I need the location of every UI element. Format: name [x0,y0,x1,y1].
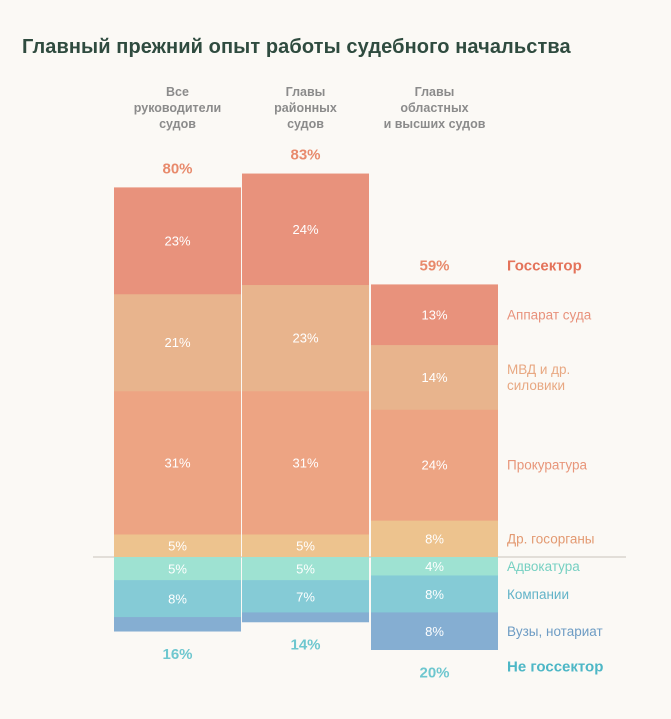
segment-value-label: 21% [164,335,190,350]
gos-segment [371,409,498,521]
category-label: МВД и др. [507,362,570,377]
nongos-segment [371,557,498,577]
gos-total-label: 83% [290,147,320,164]
gos-group-label: Госсектор [507,257,582,274]
segment-value-label: 13% [421,307,447,322]
segment-value-label: 8% [425,532,444,547]
nongos-total-label: 14% [290,637,320,654]
column-header-line: руководители [134,101,221,115]
gos-total-label: 59% [419,257,449,274]
nongos-segment [371,612,498,650]
nongos-total-label: 20% [419,664,449,681]
gos-segment [114,187,241,295]
category-label: Компании [507,587,569,602]
category-label: Др. госорганы [507,532,595,547]
segment-value-label: 8% [425,587,444,602]
segment-value-label: 23% [292,331,318,346]
category-label: силовики [507,378,565,393]
gos-segment [114,293,241,392]
nongos-segment [242,557,369,581]
segment-value-label: 24% [292,222,318,237]
nongos-segment [371,575,498,614]
segment-value-label: 5% [296,538,315,553]
segment-value-label: 8% [168,592,187,607]
category-label: Аппарат суда [507,307,592,322]
gos-total-label: 80% [162,160,192,177]
gos-segment [371,520,498,558]
nongos-segment [114,580,241,618]
category-label: Вузы, нотариат [507,624,603,639]
segment-value-label: 31% [164,455,190,470]
segment-value-label: 4% [425,559,444,574]
segment-value-label: 8% [425,624,444,639]
column-header-line: Главы [415,85,455,99]
category-label: Прокуратура [507,458,588,473]
segment-value-label: 5% [168,538,187,553]
segment-value-label: 23% [164,234,190,249]
gos-segment [242,533,369,558]
category-label: Адвокатура [507,559,580,574]
nongos-segment [114,617,241,632]
segment-value-label: 5% [168,562,187,577]
column-header-line: Главы [286,85,326,99]
column-header-line: Все [166,85,189,99]
nongos-group-label: Не госсектор [507,658,603,675]
column-header-line: и высших судов [384,117,486,131]
gos-segment [242,390,369,535]
segment-value-label: 24% [421,458,447,473]
segment-value-label: 5% [296,562,315,577]
column-header-line: областных [400,101,468,115]
segment-value-label: 31% [292,455,318,470]
gos-segment [242,173,369,286]
gos-segment [371,284,498,346]
column-header-line: судов [159,117,196,131]
nongos-segment [242,612,369,623]
segment-value-label: 14% [421,370,447,385]
gos-segment [371,344,498,410]
chart-title: Главный прежний опыт работы судебного на… [22,36,571,58]
nongos-segment [242,580,369,614]
nongos-total-label: 16% [162,646,192,663]
column-header-line: районных [274,101,337,115]
gos-segment [114,533,241,558]
gos-segment [242,284,369,392]
gos-segment [114,390,241,535]
segment-value-label: 7% [296,589,315,604]
column-header-line: судов [287,117,324,131]
nongos-segment [114,557,241,581]
